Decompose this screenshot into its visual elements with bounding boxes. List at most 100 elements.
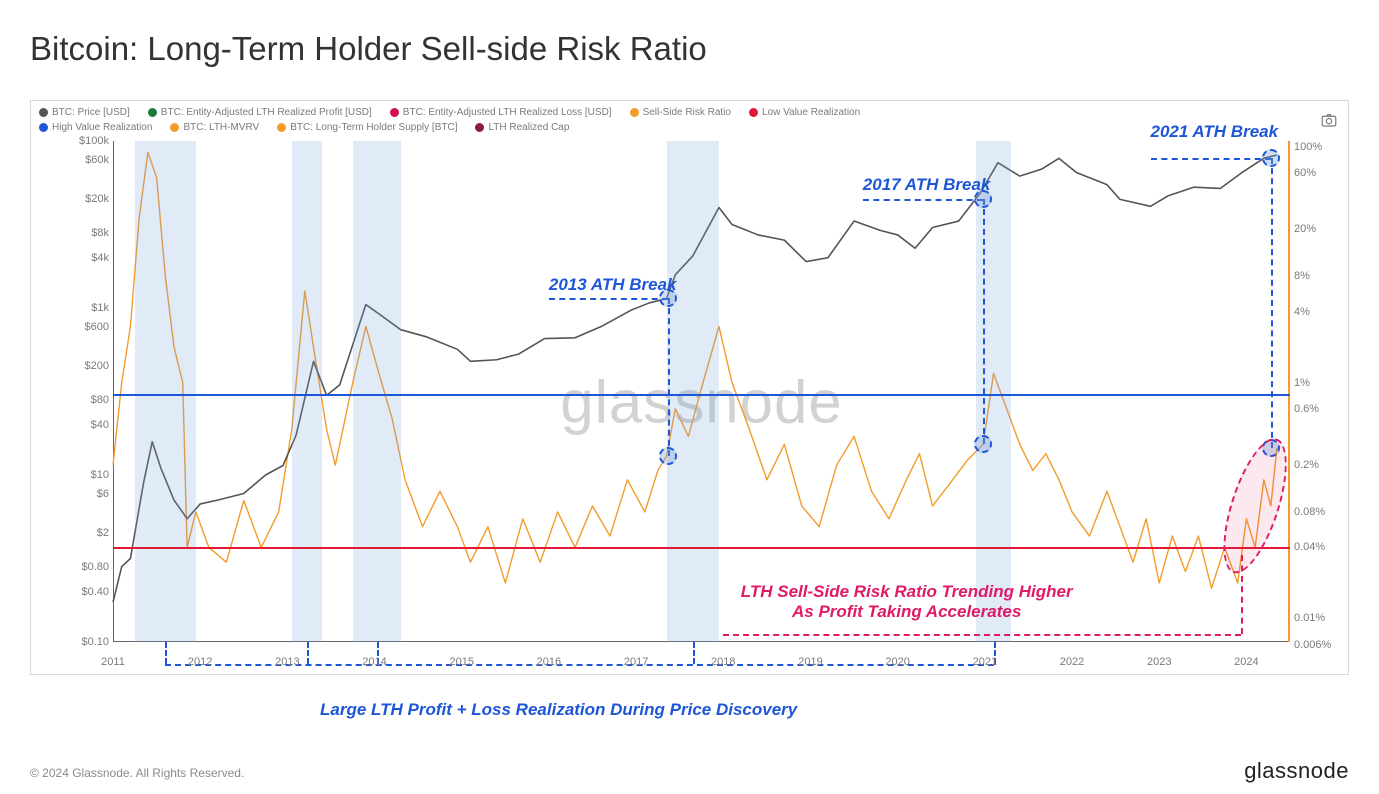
x-tick: 2016 [537, 656, 561, 668]
legend-item: BTC: LTH-MVRV [170, 120, 259, 135]
y-left-tick: $8k [91, 227, 109, 239]
x-tick: 2012 [188, 656, 212, 668]
ath-2013-dash-h [549, 298, 668, 300]
y-left-tick: $40 [91, 419, 109, 431]
ath-2017-marker [974, 190, 992, 208]
legend-swatch [390, 108, 399, 117]
brace-dash [693, 642, 695, 664]
ath-2021-dash-h [1151, 158, 1271, 160]
y-right-tick: 20% [1294, 223, 1316, 235]
high-value-line [113, 394, 1290, 396]
x-tick: 2024 [1234, 656, 1258, 668]
legend-label: BTC: Long-Term Holder Supply [BTC] [290, 120, 457, 135]
annotation-brace-text: Large LTH Profit + Loss Realization Duri… [320, 700, 797, 720]
legend-item: Sell-Side Risk Ratio [630, 105, 731, 120]
y-left-tick: $80 [91, 394, 109, 406]
x-tick: 2015 [449, 656, 473, 668]
legend-item: BTC: Long-Term Holder Supply [BTC] [277, 120, 457, 135]
legend-item: BTC: Entity-Adjusted LTH Realized Loss [… [390, 105, 612, 120]
y-right-tick: 60% [1294, 167, 1316, 179]
ath-2013-dash-v [668, 298, 670, 455]
ath-2013-marker [659, 289, 677, 307]
legend-item: BTC: Entity-Adjusted LTH Realized Profit… [148, 105, 372, 120]
legend-swatch [170, 123, 179, 132]
highlight-band [667, 141, 719, 642]
legend-item: High Value Realization [39, 120, 152, 135]
legend-label: Sell-Side Risk Ratio [643, 105, 731, 120]
x-tick: 2022 [1060, 656, 1084, 668]
brace-dash [165, 642, 167, 664]
y-left-tick: $0.10 [81, 636, 109, 648]
legend-swatch [39, 123, 48, 132]
x-tick: 2018 [711, 656, 735, 668]
ath-2021-dash-v [1271, 158, 1273, 447]
y-right-tick: 0.2% [1294, 459, 1319, 471]
footer-copyright: © 2024 Glassnode. All Rights Reserved. [30, 766, 244, 780]
legend-swatch [39, 108, 48, 117]
y-left-tick: $2 [97, 527, 109, 539]
legend-label: High Value Realization [52, 120, 152, 135]
y-left-tick: $1k [91, 302, 109, 314]
legend-label: BTC: Entity-Adjusted LTH Realized Profit… [161, 105, 372, 120]
camera-icon[interactable] [1320, 111, 1338, 129]
x-tick: 2023 [1147, 656, 1171, 668]
x-tick: 2019 [798, 656, 822, 668]
y-left-tick: $20k [85, 193, 109, 205]
highlight-band [976, 141, 1011, 642]
ath-2013-marker [659, 447, 677, 465]
y-right-tick: 0.01% [1294, 612, 1325, 624]
legend-swatch [630, 108, 639, 117]
y-left-tick: $4k [91, 252, 109, 264]
legend: BTC: Price [USD] BTC: Entity-Adjusted LTH… [39, 105, 1308, 135]
y-left-tick: $6 [97, 488, 109, 500]
legend-label: BTC: Price [USD] [52, 105, 130, 120]
y-right-tick: 0.6% [1294, 403, 1319, 415]
plot-area: glassnode 2013 ATH Break2017 ATH Break20… [113, 141, 1290, 642]
ath-2017-dash-h [863, 199, 983, 201]
y-left-tick: $600 [85, 321, 109, 333]
y-right-tick: 0.04% [1294, 541, 1325, 553]
legend-item: BTC: Price [USD] [39, 105, 130, 120]
y-left-tick: $0.40 [81, 586, 109, 598]
legend-label: BTC: Entity-Adjusted LTH Realized Loss [… [403, 105, 612, 120]
legend-item: Low Value Realization [749, 105, 860, 120]
y-left-tick: $60k [85, 154, 109, 166]
y-left-tick: $200 [85, 360, 109, 372]
brace-dash [307, 642, 309, 664]
highlight-band [135, 141, 196, 642]
y-left-tick: $100k [79, 135, 109, 147]
lth-callout-dash-h [723, 634, 1240, 636]
legend-swatch [148, 108, 157, 117]
x-tick: 2017 [624, 656, 648, 668]
ath-2021-marker [1262, 149, 1280, 167]
chart-container: BTC: Price [USD] BTC: Entity-Adjusted LTH… [30, 100, 1349, 675]
legend-item: LTH Realized Cap [475, 120, 569, 135]
highlight-band [353, 141, 401, 642]
x-tick: 2013 [275, 656, 299, 668]
y-right-tick: 100% [1294, 141, 1322, 153]
chart-title: Bitcoin: Long-Term Holder Sell-side Risk… [30, 30, 707, 68]
y-left-tick: $0.80 [81, 561, 109, 573]
brand-logotype: glassnode [1244, 758, 1349, 784]
legend-swatch [475, 123, 484, 132]
y-left-tick: $10 [91, 469, 109, 481]
lth-callout-dash-v [1241, 555, 1243, 634]
x-tick: 2021 [973, 656, 997, 668]
ath-2017-dash-v [983, 199, 985, 444]
x-tick: 2014 [362, 656, 386, 668]
legend-swatch [749, 108, 758, 117]
legend-label: BTC: LTH-MVRV [183, 120, 259, 135]
y-right-tick: 4% [1294, 306, 1310, 318]
legend-label: Low Value Realization [762, 105, 860, 120]
legend-label: LTH Realized Cap [488, 120, 569, 135]
ath-2017-marker [974, 435, 992, 453]
low-value-line [113, 547, 1290, 549]
y-right-tick: 1% [1294, 377, 1310, 389]
y-right-tick: 0.08% [1294, 506, 1325, 518]
highlight-band [292, 141, 323, 642]
x-tick: 2020 [885, 656, 909, 668]
y-right-tick: 0.006% [1294, 639, 1331, 651]
legend-swatch [277, 123, 286, 132]
y-right-tick: 8% [1294, 270, 1310, 282]
x-tick: 2011 [101, 656, 125, 668]
